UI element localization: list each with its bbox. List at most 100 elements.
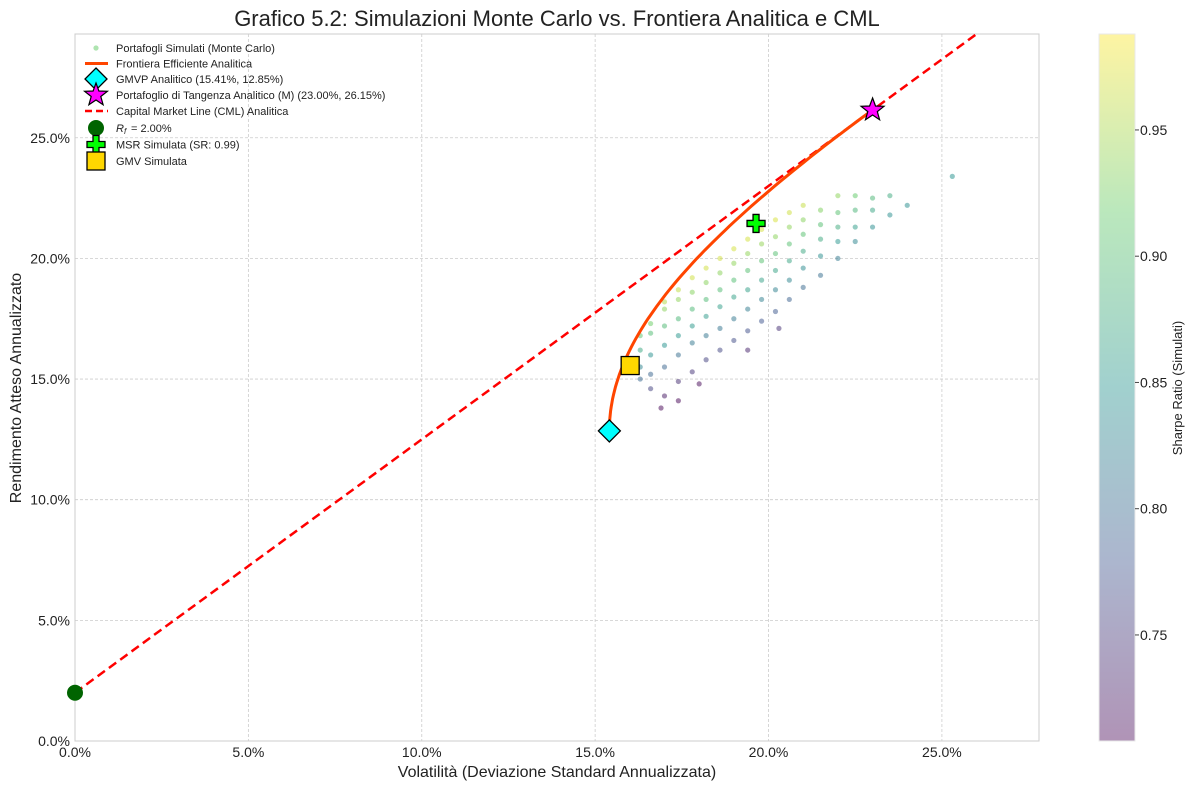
simulated-portfolio-point: [717, 287, 723, 293]
legend-label: MSR Simulata (SR: 0.99): [116, 140, 239, 152]
colorbar-tick-label: 0.85: [1140, 374, 1167, 390]
simulated-portfolio-point: [731, 337, 737, 344]
y-tick-label: 15.0%: [30, 371, 70, 387]
simulated-portfolio-point: [731, 246, 737, 252]
simulated-portfolio-point: [817, 236, 824, 242]
simulated-portfolio-point: [817, 272, 824, 278]
simulated-portfolio-point: [675, 352, 681, 358]
simulated-portfolio-point: [835, 224, 841, 230]
x-axis-label: Volatilità (Deviazione Standard Annualiz…: [398, 764, 716, 781]
colorbar-tick-label: 0.95: [1140, 122, 1167, 138]
legend-rf-symbol: Rf: [116, 123, 127, 136]
simulated-portfolio-point: [717, 270, 723, 276]
simulated-portfolio-point: [835, 255, 841, 262]
simulated-portfolio-point: [869, 207, 876, 213]
simulated-portfolio-point: [745, 347, 751, 353]
simulated-portfolio-point: [786, 224, 792, 230]
simulated-portfolio-point: [758, 277, 765, 283]
simulated-portfolio-point: [745, 328, 751, 334]
simulated-portfolio-point: [661, 299, 668, 305]
simulated-portfolio-point: [637, 347, 643, 353]
colorbar-ticks: 0.75 0.80 0.85 0.90 0.95: [1135, 122, 1167, 643]
simulated-portfolio-point: [689, 323, 695, 329]
simulated-portfolio-point: [648, 352, 654, 358]
simulated-portfolio-point: [800, 217, 806, 223]
y-ticks: 0.0% 5.0% 10.0% 15.0% 20.0% 25.0%: [30, 130, 70, 749]
x-tick-label: 15.0%: [575, 744, 615, 760]
simulated-portfolio-point: [949, 173, 955, 179]
x-tick-label: 0.0%: [59, 744, 91, 760]
simulated-portfolio-point: [689, 340, 695, 346]
y-tick-label: 0.0%: [38, 733, 70, 749]
simulated-portfolio-point: [717, 255, 723, 262]
simulated-portfolio-point: [703, 313, 709, 319]
simulated-portfolio-point: [703, 279, 709, 286]
simulated-portfolio-point: [758, 226, 765, 233]
simulated-portfolio-point: [800, 284, 806, 290]
simulated-portfolio-point: [661, 364, 668, 370]
simulated-portfolio-point: [731, 294, 737, 300]
legend-label: Frontiera Efficiente Analitica: [116, 59, 253, 71]
simulated-portfolio-point: [786, 241, 792, 247]
colorbar-tick-label: 0.90: [1140, 248, 1167, 264]
simulated-portfolio-point: [661, 323, 668, 329]
simulated-portfolio-point: [675, 296, 681, 303]
simulated-portfolio-point: [772, 308, 779, 315]
simulated-portfolio-point: [869, 224, 876, 230]
risk-free-marker: [67, 684, 83, 701]
simulated-portfolio-point: [887, 212, 893, 218]
simulated-portfolio-point: [800, 231, 806, 237]
simulated-portfolio-point: [648, 330, 654, 336]
simulated-portfolio-point: [675, 333, 681, 339]
gmv-simulated-marker: [620, 355, 640, 376]
simulated-portfolio-point: [835, 238, 841, 245]
simulated-portfolio-point: [637, 376, 643, 382]
legend: Portafogli Simulati (Monte Carlo) Frontie…: [82, 43, 385, 171]
simulated-portfolio-point: [745, 287, 751, 293]
colorbar-tick-label: 0.75: [1140, 627, 1167, 643]
simulated-portfolio-point: [703, 296, 709, 303]
tangency-portfolio-marker: [859, 96, 886, 122]
plot-area: [74, 33, 1040, 742]
grid: [74, 34, 1039, 742]
simulated-portfolio-point: [658, 405, 664, 411]
simulated-portfolio-point: [852, 224, 858, 230]
legend-label: = 2.00%: [131, 123, 172, 135]
simulated-portfolio-point: [800, 248, 806, 254]
simulated-portfolio-point: [772, 250, 779, 257]
legend-swatch: [82, 81, 110, 107]
simulated-portfolio-point: [648, 386, 654, 392]
simulated-portfolio-point: [758, 258, 765, 264]
simulated-portfolio-point: [661, 306, 668, 312]
simulated-portfolio-point: [675, 398, 681, 404]
simulated-portfolio-point: [689, 306, 695, 312]
simulated-portfolio-point: [786, 277, 792, 283]
simulated-portfolio-point: [703, 357, 709, 363]
y-tick-label: 10.0%: [30, 492, 70, 508]
legend-label: Portafogli Simulati (Monte Carlo): [116, 43, 275, 55]
simulated-portfolio-point: [772, 217, 779, 223]
simulated-portfolio-point: [835, 209, 841, 216]
simulated-portfolio-point: [887, 193, 893, 199]
simulated-portfolio-point: [689, 275, 695, 281]
x-ticks: 0.0% 5.0% 10.0% 15.0% 20.0% 25.0%: [59, 744, 962, 760]
x-tick-label: 10.0%: [402, 744, 442, 760]
simulated-portfolio-point: [745, 306, 751, 312]
simulated-portfolio-point: [661, 393, 668, 399]
simulated-portfolio-point: [817, 253, 824, 259]
simulated-portfolio-point: [786, 209, 792, 216]
simulated-portfolio-point: [661, 342, 668, 348]
legend-label: Portafoglio di Tangenza Analitico (M) (2…: [116, 90, 385, 102]
simulated-portfolio-point: [717, 325, 723, 331]
legend-label: Capital Market Line (CML) Analitica: [116, 106, 289, 118]
chart-title: Grafico 5.2: Simulazioni Monte Carlo vs.…: [234, 6, 880, 31]
simulated-portfolio-point: [758, 296, 765, 303]
legend-label: GMV Simulata: [116, 156, 188, 168]
simulated-portfolio-point: [717, 347, 723, 353]
simulated-portfolio-point: [776, 325, 782, 331]
legend-swatch: [86, 151, 106, 171]
legend-swatch: [93, 45, 99, 51]
legend-swatch: [88, 120, 104, 136]
colorbar: [1098, 33, 1136, 742]
y-tick-label: 5.0%: [38, 612, 70, 628]
